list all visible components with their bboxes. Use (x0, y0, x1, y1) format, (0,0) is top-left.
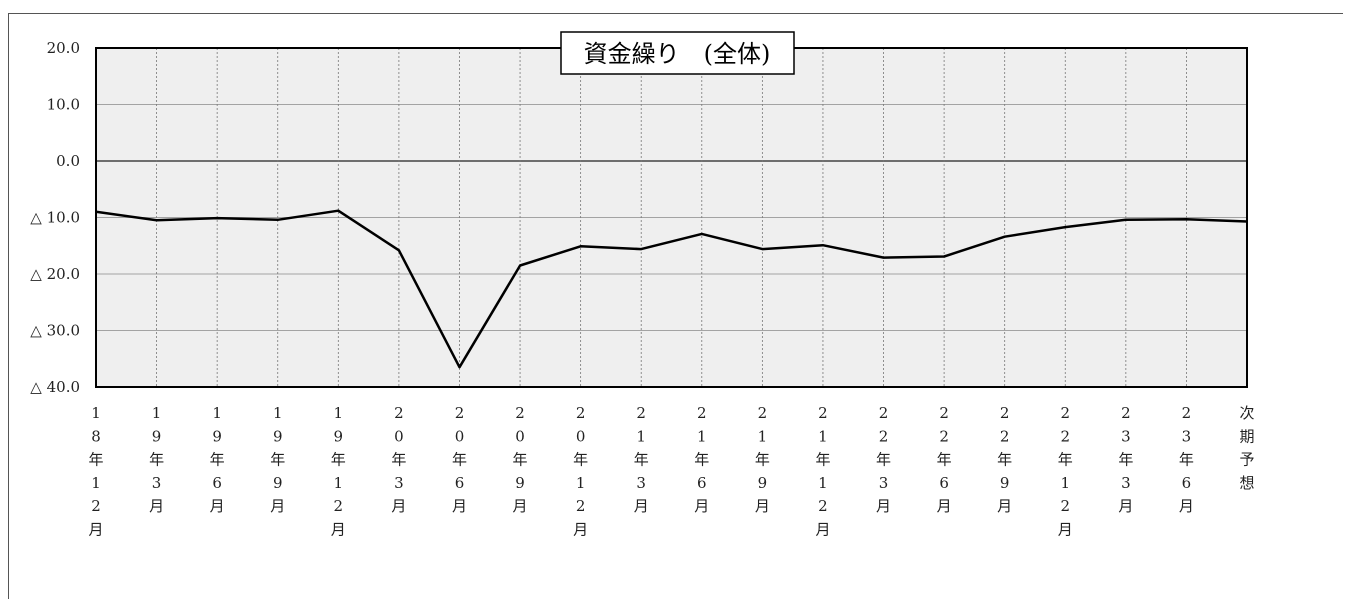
chart-title: 資金繰り (全体) (584, 40, 771, 68)
x-axis-tick-labels: 1 8 年 1 2 月 1 9 年 3 月 1 9 年 6 月 1 9 年 9 月 1 9 年 1 2 月 2 0 年 3 月 2 0 年 6 月 2 0 年… (88, 404, 1254, 539)
series-line (95, 209, 1248, 369)
y-tick-label: △ 40.0 (30, 378, 80, 396)
y-tick-label: △ 30.0 (30, 322, 80, 340)
x-tick-label: 次期予想 (1239, 404, 1254, 492)
chart-frame (8, 13, 1343, 599)
y-axis-tick-labels: 20.0 10.0 0.0 △ 10.0 △ 20.0 △ 30.0 △ 40.0 (30, 39, 80, 396)
y-tick-label: 0.0 (56, 152, 80, 170)
chart-title-box: 資金繰り (全体) (560, 31, 795, 75)
y-tick-label: △ 10.0 (30, 209, 80, 227)
y-tick-label: 10.0 (47, 96, 80, 114)
y-tick-label: 20.0 (47, 39, 80, 57)
y-tick-label: △ 20.0 (30, 265, 80, 283)
grid-lines (96, 48, 1247, 387)
